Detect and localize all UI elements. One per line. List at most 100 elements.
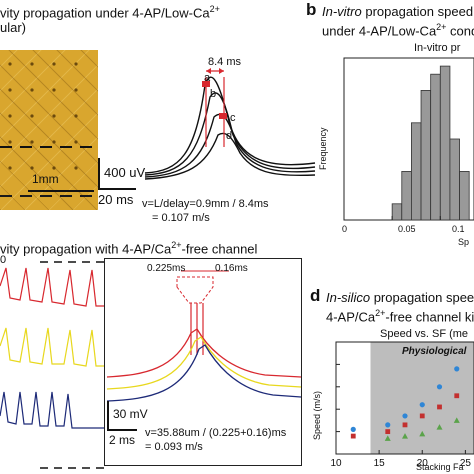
panel-d-letter: d bbox=[310, 286, 321, 305]
histogram-bar bbox=[449, 138, 460, 221]
scatter-xtick-label: 15 bbox=[374, 458, 386, 469]
scatter-point-triangle bbox=[384, 435, 391, 441]
scatter-xtick-label: 25 bbox=[460, 458, 472, 469]
panel-a-scalebar-h bbox=[98, 188, 136, 190]
zoom-dashed-region bbox=[176, 276, 214, 304]
panel-a-title: vity propagation under 4-AP/Low-Ca2+ bbox=[0, 2, 220, 20]
electrode-grid bbox=[0, 50, 98, 243]
panel-c-zoom-frame: 0.225ms 0.16ms 30 mV 2 ms v=35.88um / (0… bbox=[104, 258, 302, 466]
panel-d-title-rest: propagation speed bbox=[370, 290, 474, 305]
scatter-point-circle bbox=[436, 384, 443, 390]
panel-d-title-2: 4-AP/Ca2+-free channel kine bbox=[326, 306, 474, 324]
trace-letter-a: a bbox=[204, 72, 211, 84]
scatter-point-circle bbox=[402, 413, 408, 419]
histogram-bar bbox=[430, 73, 441, 221]
panel-c-title-pre: vity propagation with 4-AP/Ca bbox=[0, 241, 172, 257]
panel-b-title-rest: propagation speed bbox=[361, 4, 474, 19]
panel-d-region-label: Physiological bbox=[402, 346, 467, 357]
zoom-trace-yellow bbox=[106, 336, 301, 390]
scatter-point-square bbox=[350, 433, 356, 439]
panel-b-title-1: In-vitro propagation speed bbox=[322, 4, 473, 19]
photo-scalebar-line bbox=[28, 190, 94, 192]
trace-b bbox=[144, 92, 316, 176]
panel-b-title-2: under 4-AP/Low-Ca2+ condi bbox=[322, 20, 474, 38]
scatter-point-circle bbox=[454, 366, 460, 372]
trace-letter-d: d bbox=[226, 130, 233, 142]
scatter-point-square bbox=[385, 429, 391, 434]
left-trace-yellow bbox=[0, 327, 104, 367]
panel-d-title-italic: In-silico bbox=[326, 290, 371, 305]
panel-d-title2-sup: 2+ bbox=[375, 308, 386, 318]
panel-b-xtick-2: 0.1 bbox=[452, 224, 465, 234]
panel-b-histogram bbox=[343, 57, 474, 221]
panel-a-scale-time: 20 ms bbox=[98, 192, 134, 207]
scatter-point-triangle bbox=[436, 424, 443, 430]
panel-c-title-post: -free channel bbox=[181, 241, 258, 257]
electrode-array-photo: 1mm bbox=[0, 50, 98, 243]
trace-d bbox=[144, 132, 316, 180]
panel-d-ylabel: Speed (m/s) bbox=[312, 390, 322, 440]
panel-d-xlabel: Stacking Fa bbox=[416, 462, 464, 472]
trace-letter-c: c bbox=[230, 112, 236, 124]
panel-b-title2-pre: under 4-AP/Low-Ca bbox=[322, 23, 437, 39]
zoom-scale-time: 2 ms bbox=[109, 433, 136, 447]
scatter-point-circle bbox=[350, 426, 356, 432]
zoom-trace-blue bbox=[106, 344, 301, 402]
panel-c-title-sup: 2+ bbox=[171, 240, 182, 250]
panel-a-title-line2: ular) bbox=[0, 20, 27, 35]
histogram-bar bbox=[391, 203, 403, 221]
panel-a-scale-voltage: 400 uV bbox=[104, 165, 146, 180]
panel-d-scatter: 10 15 20 25 bbox=[330, 341, 474, 469]
panel-a-formula-1: v=L/delay=0.9mm / 8.4ms bbox=[142, 198, 269, 210]
panel-d-title2-pre: 4-AP/Ca bbox=[326, 309, 376, 325]
zoom-trace-red bbox=[106, 328, 301, 378]
panel-b-xlabel: Sp bbox=[458, 237, 470, 247]
zoom-delay-1: 0.225ms bbox=[147, 263, 186, 274]
panel-b-chart-title: In-vitro pr bbox=[414, 42, 461, 54]
panel-b-ylabel: Frequency bbox=[318, 127, 328, 170]
scatter-axes-frame bbox=[335, 341, 474, 455]
panel-c-title: vity propagation with 4-AP/Ca2+-free cha… bbox=[0, 238, 257, 256]
panel-d-chart-title: Speed vs. SF (me bbox=[380, 328, 469, 340]
zoom-scalebar-v bbox=[107, 401, 109, 431]
trace-letter-b: b bbox=[210, 88, 217, 100]
panel-c-corner-digit: 0 bbox=[0, 254, 7, 266]
panel-a-scalebar-v bbox=[98, 158, 100, 190]
histogram-bar bbox=[459, 171, 470, 221]
scatter-point-square bbox=[454, 393, 460, 399]
delay-label: 8.4 ms bbox=[208, 56, 242, 68]
panel-d-title2-post: -free channel kine bbox=[385, 309, 474, 325]
panel-a-title-sup: 2+ bbox=[209, 4, 220, 14]
left-trace-blue bbox=[0, 391, 104, 429]
photo-scalebar-label: 1mm bbox=[32, 172, 59, 186]
zoom-scalebar-h bbox=[107, 429, 137, 431]
histogram-bar bbox=[411, 122, 422, 221]
panel-b-xtick-0: 0 bbox=[342, 224, 348, 234]
scatter-point-square bbox=[419, 413, 425, 419]
panel-a-title-text: vity propagation under 4-AP/Low-Ca bbox=[0, 5, 210, 21]
panel-a-traces bbox=[144, 68, 316, 180]
scatter-point-square bbox=[437, 404, 442, 410]
electrode-dots bbox=[0, 62, 98, 243]
scatter-point-square bbox=[402, 422, 408, 428]
scatter-point-triangle bbox=[402, 433, 408, 439]
scatter-point-triangle bbox=[419, 430, 426, 437]
panel-c-left-traces bbox=[0, 261, 104, 469]
left-trace-red bbox=[0, 267, 104, 307]
histogram-bar bbox=[420, 90, 432, 221]
histogram-bar bbox=[401, 171, 412, 221]
zoom-formula-2: = 0.093 m/s bbox=[145, 441, 203, 453]
scatter-point-circle bbox=[419, 402, 425, 408]
histogram-bar bbox=[439, 65, 451, 221]
zoom-delay-2: 0.16ms bbox=[215, 263, 248, 274]
panel-b-title-italic: In-vitro bbox=[322, 4, 362, 19]
panel-d-title-1: In-silico propagation speed bbox=[326, 290, 474, 305]
photo-dash-line bbox=[0, 146, 98, 148]
scatter-xtick-label: 20 bbox=[417, 458, 429, 469]
panel-c-zoom-traces bbox=[106, 270, 301, 402]
panel-b-title2-sup: 2+ bbox=[436, 22, 447, 32]
panel-b-title2-post: condi bbox=[450, 23, 474, 39]
trace-a bbox=[144, 76, 316, 174]
scatter-xtick-label: 10 bbox=[330, 458, 342, 469]
zoom-scale-voltage: 30 mV bbox=[113, 407, 148, 421]
